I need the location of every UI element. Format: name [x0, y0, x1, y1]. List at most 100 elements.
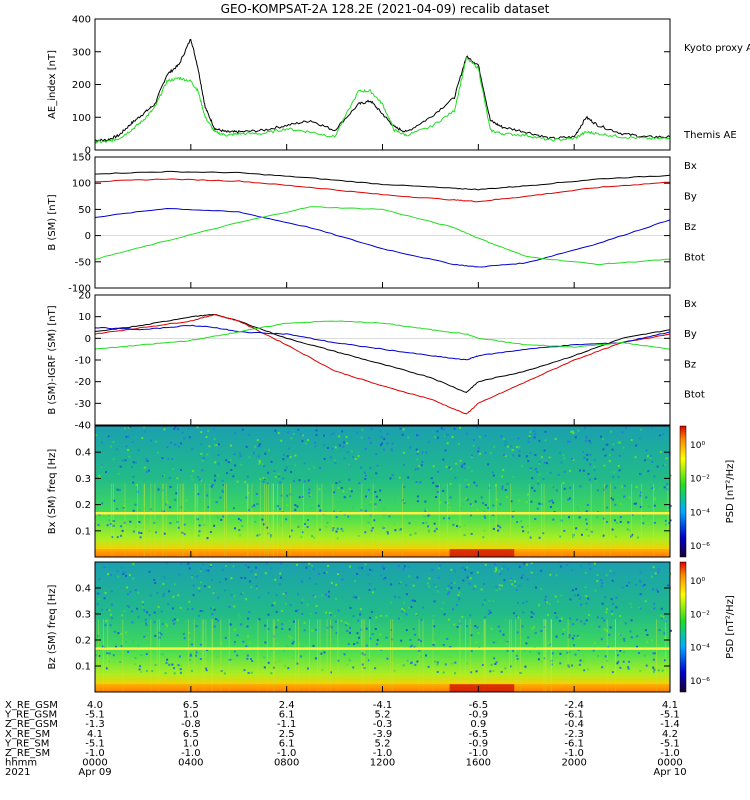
spectrogram-speckle	[481, 603, 484, 606]
spectrogram-speckle	[629, 603, 632, 605]
spectrogram-speckle	[215, 444, 218, 447]
spectrogram-speckle	[197, 534, 200, 537]
spectrogram-speckle	[562, 482, 565, 484]
spectrogram-speckle	[121, 459, 124, 462]
spectrogram-speckle	[469, 503, 472, 506]
spectrogram-speckle	[451, 662, 454, 665]
spectrogram-speckle	[427, 514, 430, 517]
spectrogram-speckle	[449, 646, 452, 649]
spectrogram-speckle	[457, 594, 460, 597]
spectrogram-speckle	[113, 499, 116, 502]
spectrogram-speckle	[138, 531, 141, 534]
spectrogram-speckle	[207, 429, 210, 432]
spectrogram-speckle	[313, 466, 315, 469]
spectrogram-speckle	[585, 510, 588, 513]
spectrogram-speckle	[453, 427, 456, 430]
spectrogram-speckle	[121, 567, 123, 570]
spectrogram-speckle	[407, 436, 410, 439]
spectrogram-speckle	[566, 563, 569, 566]
spectrogram-speckle	[414, 468, 417, 471]
spectrogram-speckle	[468, 582, 471, 585]
spectrogram-speckle	[436, 491, 439, 493]
spectrogram-speckle	[598, 625, 601, 628]
spectrogram-speckle	[180, 469, 182, 471]
spectrogram-speckle	[512, 476, 515, 479]
spectrogram-speckle	[256, 534, 259, 537]
spectrogram-speckle	[623, 495, 626, 498]
spectrogram-speckle	[270, 672, 273, 675]
spectrogram-speckle	[138, 509, 141, 512]
spectrogram-speckle	[569, 469, 572, 472]
spectrogram-speckle	[307, 479, 310, 482]
spectrogram-speckle	[233, 648, 236, 651]
spectrogram-speckle	[349, 627, 351, 629]
spectrogram-speckle	[482, 536, 485, 539]
spectrogram-speckle	[534, 632, 537, 635]
spectrogram-speckle	[160, 610, 163, 613]
spectrogram-speckle	[284, 602, 287, 605]
spectrogram-speckle	[570, 430, 573, 433]
spectrogram-speckle	[503, 639, 506, 642]
spectrogram-speckle	[224, 636, 227, 639]
spectrogram-speckle	[516, 616, 519, 619]
spectrogram-speckle	[208, 585, 211, 588]
spectrogram-speckle	[209, 564, 212, 567]
spectrogram-speckle	[532, 612, 535, 615]
spectrogram-speckle	[153, 621, 156, 624]
spectrogram-speckle	[183, 437, 186, 440]
spectrogram-speckle	[264, 572, 267, 575]
spectrogram-speckle	[394, 529, 397, 532]
xaxis-row-value: 6.5	[183, 700, 199, 711]
spectrogram-speckle	[538, 603, 541, 606]
spectrogram-speckle	[222, 515, 225, 518]
spectrogram-speckle	[259, 478, 262, 481]
spectrogram-speckle	[304, 523, 307, 525]
spectrogram-speckle	[144, 636, 147, 639]
spectrogram-speckle	[504, 516, 506, 519]
spectrogram-speckle	[615, 521, 618, 524]
spectrogram-speckle	[427, 665, 430, 668]
ytick-label: 0.2	[75, 636, 91, 647]
spectrogram-speckle	[424, 510, 427, 513]
spectrogram-speckle	[543, 461, 546, 464]
spectrogram-speckle	[107, 573, 109, 576]
spectrogram-speckle	[312, 594, 315, 597]
spectrogram-speckle	[303, 621, 306, 624]
spectrogram-speckle	[222, 568, 224, 571]
spectrogram-speckle	[602, 517, 605, 520]
spectrogram-speckle	[364, 531, 367, 534]
spectrogram-speckle	[255, 576, 257, 579]
spectrogram-speckle	[174, 443, 177, 446]
spectrogram-speckle	[289, 456, 292, 458]
spectrogram-speckle	[603, 619, 606, 622]
spectrogram-speckle	[379, 633, 382, 636]
spectrogram-speckle	[323, 434, 325, 437]
spectrogram-speckle	[341, 430, 344, 433]
spectrogram-speckle	[504, 455, 507, 457]
spectrogram-speckle	[639, 571, 642, 574]
spectrogram-speckle	[463, 534, 466, 537]
spectrogram-speckle	[577, 594, 580, 597]
spectrogram-speckle	[327, 590, 330, 593]
spectrogram-speckle	[416, 458, 419, 461]
spectrogram-speckle	[515, 615, 518, 618]
spectrogram-speckle	[407, 565, 410, 568]
spectrogram-speckle	[213, 625, 216, 628]
spectrogram-speckle	[95, 434, 98, 436]
spectrogram-speckle	[282, 477, 285, 480]
spectrogram-speckle	[332, 510, 335, 513]
spectrogram-speckle	[368, 583, 371, 586]
spectrogram-speckle	[307, 439, 309, 442]
spectrogram-speckle	[436, 649, 439, 652]
spectrogram-speckle	[217, 474, 220, 477]
spectrogram-speckle	[625, 584, 628, 587]
spectrogram-speckle	[157, 488, 160, 491]
spectrogram-speckle	[626, 528, 629, 531]
spectrogram-speckle	[571, 430, 574, 433]
spectrogram-speckle	[475, 484, 478, 487]
spectrogram-speckle	[403, 485, 406, 488]
spectrogram-speckle	[659, 487, 662, 490]
spectrogram-speckle	[537, 658, 540, 661]
xaxis-row-label: X_RE_GSM	[5, 700, 58, 711]
